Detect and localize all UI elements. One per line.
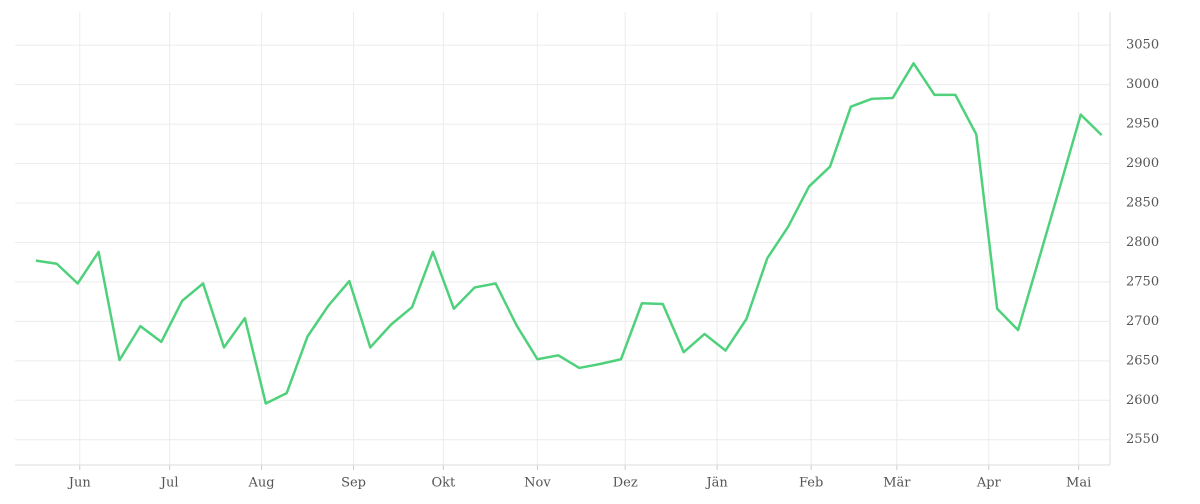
y-tick-label: 3000 [1126, 77, 1159, 92]
x-tick-label: Nov [524, 476, 551, 491]
x-tick-label: Mai [1066, 476, 1091, 491]
y-tick-label: 2850 [1126, 195, 1159, 210]
x-tick-label: Aug [248, 476, 275, 491]
line [35, 62, 1103, 405]
y-tick-label: 2900 [1126, 156, 1159, 171]
x-tick-label: Jän [704, 476, 728, 491]
x-tick-label: Sep [341, 476, 366, 491]
x-tick-label: Okt [432, 476, 457, 491]
x-tick-label: Dez [613, 476, 638, 491]
x-tick-label: Mär [883, 476, 911, 491]
y-tick-label: 2600 [1126, 393, 1159, 408]
x-tick-label: Feb [799, 476, 823, 491]
y-tick-label: 2800 [1126, 235, 1159, 250]
y-tick-label: 2700 [1126, 314, 1159, 329]
y-tick-label: 2750 [1126, 274, 1159, 289]
x-tick-label: Jul [159, 476, 179, 491]
y-tick-label: 3050 [1126, 38, 1159, 53]
x-tick-label: Apr [976, 476, 1002, 491]
y-tick-label: 2950 [1126, 117, 1159, 132]
y-tick-label: 2650 [1126, 353, 1159, 368]
x-tick-label: Jun [67, 476, 92, 491]
y-tick-label: 2550 [1126, 432, 1159, 447]
